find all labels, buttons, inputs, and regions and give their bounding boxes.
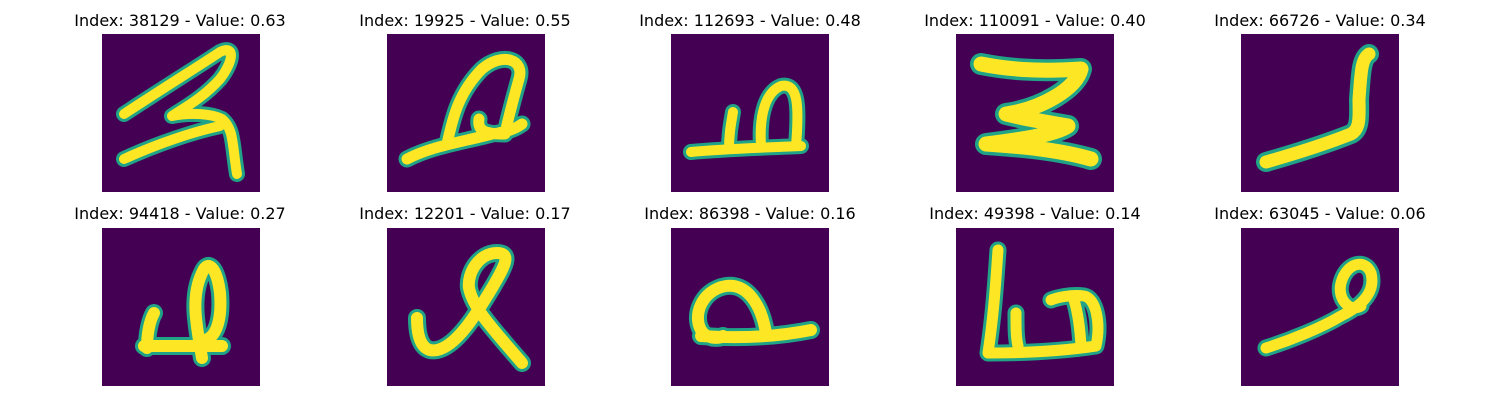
handwritten-glyph [956,228,1114,386]
digit-image [1241,228,1399,386]
digit-image [671,34,829,192]
digit-image [956,34,1114,192]
panel-title: Index: 66726 - Value: 0.34 [1140,11,1500,31]
digit-image [1241,34,1399,192]
handwritten-glyph [102,34,260,192]
handwritten-glyph [956,34,1114,192]
digit-image [102,34,260,192]
digit-image [956,228,1114,386]
digit-image [102,228,260,386]
handwritten-glyph [387,228,545,386]
digit-image [387,34,545,192]
panel-title: Index: 63045 - Value: 0.06 [1140,204,1500,224]
handwritten-glyph [102,228,260,386]
handwritten-glyph [387,34,545,192]
handwritten-glyph [1241,228,1399,386]
digit-image [671,228,829,386]
handwritten-glyph [1241,34,1399,192]
handwritten-glyph [671,34,829,192]
handwritten-glyph [671,228,829,386]
digit-image [387,228,545,386]
